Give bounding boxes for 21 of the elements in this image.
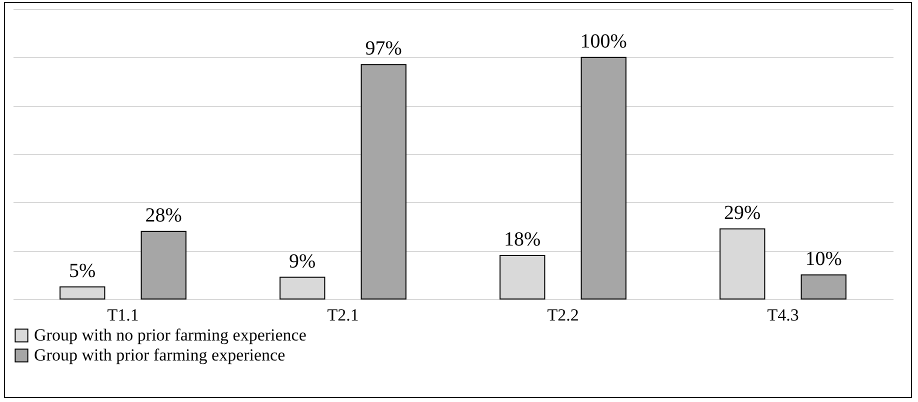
bar bbox=[280, 276, 326, 300]
x-tick-label: T2.2 bbox=[547, 306, 579, 324]
bar bbox=[140, 230, 186, 300]
bar bbox=[580, 56, 626, 300]
x-tick-label: T2.1 bbox=[327, 306, 359, 324]
data-label: 100% bbox=[580, 30, 627, 52]
x-tick-label: T1.1 bbox=[107, 306, 139, 324]
legend-label: Group with prior farming experience bbox=[34, 346, 286, 364]
data-label: 10% bbox=[805, 248, 842, 270]
data-label: 28% bbox=[145, 204, 182, 226]
data-label: 5% bbox=[69, 260, 96, 282]
bar bbox=[360, 64, 406, 300]
x-tick-label: T4.3 bbox=[767, 306, 799, 324]
bar bbox=[800, 274, 846, 300]
data-label: 97% bbox=[365, 38, 402, 60]
bar bbox=[500, 255, 546, 300]
data-label: 18% bbox=[504, 228, 541, 250]
legend-label: Group with no prior farming experience bbox=[34, 326, 306, 344]
data-label: 9% bbox=[289, 250, 316, 272]
data-label: 29% bbox=[724, 202, 761, 224]
bar bbox=[60, 286, 106, 300]
